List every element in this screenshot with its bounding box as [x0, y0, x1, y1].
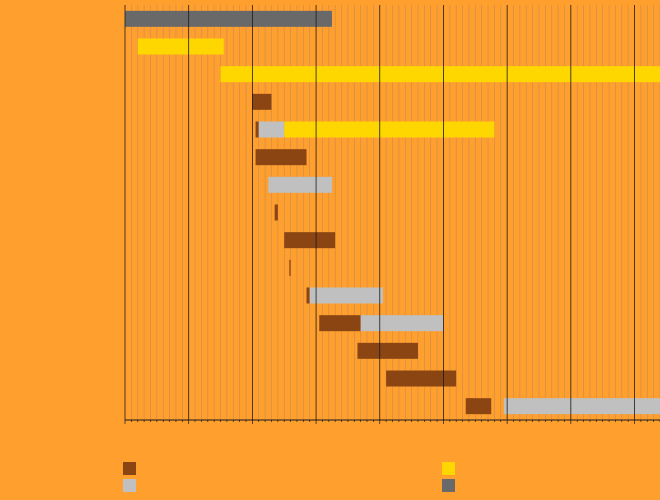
bar-segment: [284, 232, 336, 249]
bar-segment: [503, 398, 660, 415]
bar-segment: [274, 204, 278, 221]
bar-segment: [309, 287, 383, 304]
bar-segment: [258, 121, 285, 138]
legend: [123, 462, 455, 492]
bar-segment: [125, 10, 332, 27]
brown-square-icon: [123, 462, 136, 475]
bar-segment: [289, 259, 291, 276]
bar-segment: [306, 287, 310, 304]
bar-segment: [386, 370, 457, 387]
bar-segment: [319, 315, 361, 332]
bar-segment: [284, 121, 495, 138]
bar-segment: [357, 342, 418, 359]
bar-segment: [268, 176, 332, 193]
x-axis: [124, 419, 660, 424]
bar-segment: [137, 38, 224, 55]
bar-segment: [255, 121, 259, 138]
bar-segment: [252, 93, 272, 110]
major-gridlines: [124, 5, 635, 420]
bar-segment: [465, 398, 492, 415]
bars-layer: [125, 10, 660, 415]
gold-square-icon: [442, 462, 455, 475]
silver-square-icon: [123, 479, 136, 492]
bar-segment: [220, 66, 660, 83]
bar-segment: [255, 149, 307, 166]
bar-segment: [360, 315, 444, 332]
gray-square-icon: [442, 479, 455, 492]
